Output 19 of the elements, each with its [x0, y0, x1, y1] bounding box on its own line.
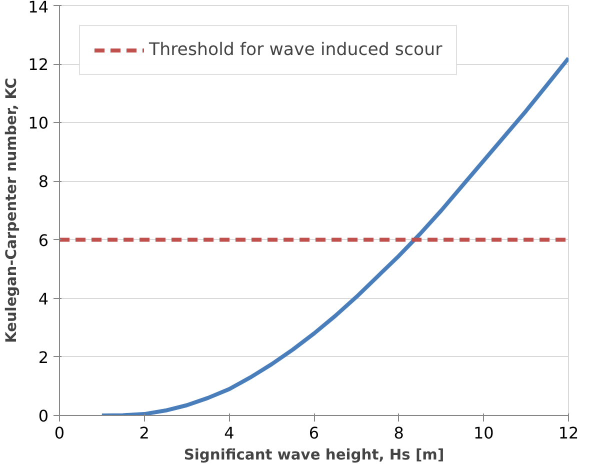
x-tick-label: 10: [473, 424, 494, 442]
x-tick-label: 4: [224, 424, 234, 442]
x-tick-label: 6: [308, 424, 320, 442]
x-axis-title: Significant wave height, Hs [m]: [184, 446, 444, 464]
x-tick-label: 8: [394, 424, 404, 442]
y-tick-label: 2: [38, 348, 49, 367]
y-tick-label: 14: [28, 0, 48, 16]
line-series: [100, 56, 568, 416]
x-tick-label: 2: [139, 424, 150, 442]
y-tick-label: 12: [28, 55, 48, 74]
y-tick-label: 6: [38, 230, 49, 250]
y-tick-label: 0: [38, 406, 49, 426]
legend-label: Threshold for wave induced scour: [149, 40, 442, 60]
x-tick-label: 12: [558, 424, 579, 442]
y-tick-label: 10: [28, 114, 48, 133]
y-axis-title: Keulegan-Carpenter number, KC: [3, 78, 20, 344]
x-tick-label: 0: [54, 424, 65, 442]
y-tick-label: 4: [38, 289, 49, 308]
y-tick-label: 8: [38, 172, 49, 192]
